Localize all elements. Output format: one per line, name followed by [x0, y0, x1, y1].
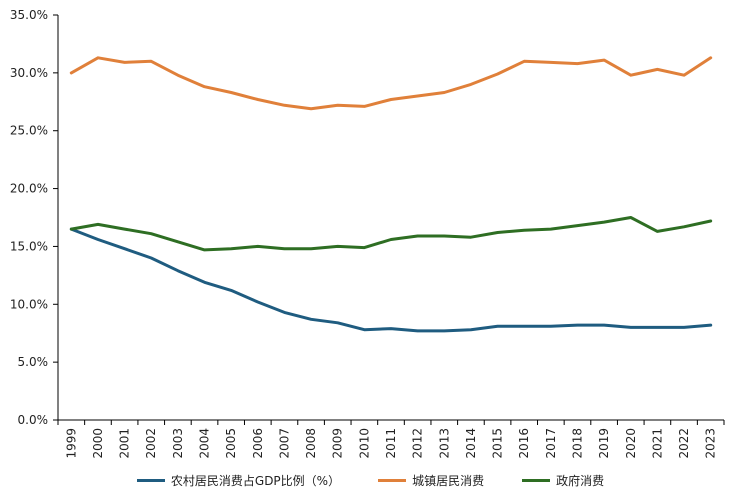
x-tick-label: 2001: [118, 428, 132, 459]
x-tick-label: 1999: [64, 428, 78, 459]
y-tick-label: 35.0%: [10, 8, 48, 22]
x-tick-label: 2007: [277, 428, 291, 459]
legend: 农村居民消费占GDP比例（%） 城镇居民消费 政府消费: [0, 468, 741, 492]
x-tick-label: 2010: [357, 428, 371, 459]
y-tick-label: 30.0%: [10, 66, 48, 80]
legend-label-urban: 城镇居民消费: [412, 473, 485, 488]
legend-swatch-rural: [136, 478, 165, 482]
x-tick-label: 2011: [384, 428, 398, 459]
x-tick-label: 2014: [464, 428, 478, 459]
y-tick-label: 20.0%: [10, 182, 48, 196]
legend-label-government: 政府消费: [556, 473, 605, 488]
y-tick-label: 15.0%: [10, 239, 48, 253]
legend-label-rural: 农村居民消费占GDP比例（%）: [170, 473, 341, 488]
x-tick-label: 2023: [704, 428, 718, 459]
x-tick-label: 2005: [224, 428, 238, 459]
x-tick-label: 2012: [411, 428, 425, 459]
x-tick-label: 2013: [437, 428, 451, 459]
x-tick-label: 2006: [251, 428, 265, 459]
x-tick-label: 2018: [570, 428, 584, 459]
x-axis: 1999 2000 2001 2002 2003 2004 2005 2006 2007 2008…: [57, 419, 725, 459]
x-tick-label: 2016: [517, 428, 531, 459]
x-tick-label: 2021: [650, 428, 664, 459]
legend-swatch-government: [522, 478, 551, 482]
y-axis: 0.0% 5.0% 10.0% 15.0% 20.0% 25.0% 30.0% 35.0%: [10, 8, 59, 427]
legend-item-urban: 城镇居民消费: [378, 472, 484, 489]
x-tick-label: 2015: [491, 428, 505, 459]
x-tick-label: 2009: [331, 428, 345, 459]
legend-item-rural: 农村居民消费占GDP比例（%）: [136, 472, 341, 489]
series-lines: [69, 56, 713, 333]
series-line-rural: [69, 227, 713, 333]
x-tick-label: 2022: [677, 428, 691, 459]
legend-swatch-urban: [378, 478, 407, 482]
x-tick-label: 2019: [597, 428, 611, 459]
legend-item-government: 政府消费: [522, 472, 604, 489]
line-chart: 0.0% 5.0% 10.0% 15.0% 20.0% 25.0% 30.0% 35.0% 1…: [10, 8, 725, 459]
series-line-urban: [69, 56, 713, 111]
y-tick-label: 5.0%: [18, 355, 49, 369]
x-tick-label: 2003: [171, 428, 185, 459]
y-tick-label: 0.0%: [18, 413, 49, 427]
x-tick-label: 2000: [91, 428, 105, 459]
x-tick-label: 2017: [544, 428, 558, 459]
x-tick-label: 2002: [144, 428, 158, 459]
series-line-government: [69, 216, 713, 252]
x-tick-label: 2004: [198, 428, 212, 459]
x-tick-label: 2008: [304, 428, 318, 459]
y-tick-label: 10.0%: [10, 297, 48, 311]
y-tick-label: 25.0%: [10, 124, 48, 138]
x-tick-label: 2020: [624, 428, 638, 459]
